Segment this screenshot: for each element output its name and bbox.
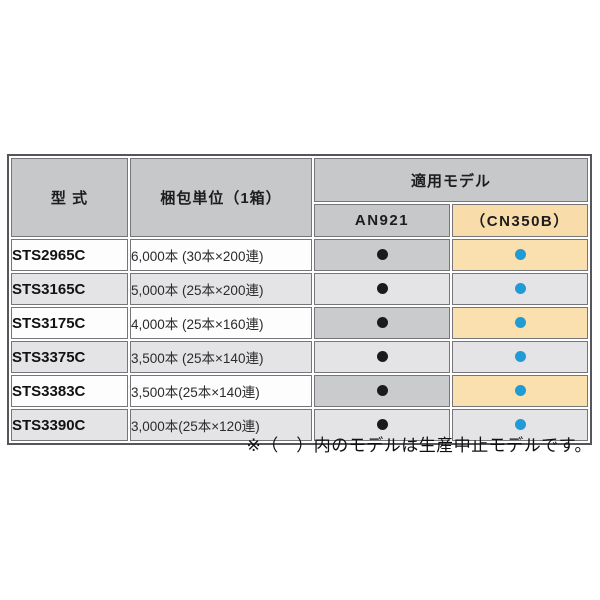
cn350b-cell bbox=[452, 273, 589, 305]
packing-cell: 6,000本 (30本×200連) bbox=[130, 239, 312, 271]
cn350b-cell bbox=[452, 307, 589, 339]
cn350b-availability-dot-icon bbox=[514, 249, 526, 261]
an921-cell bbox=[314, 307, 450, 339]
cn350b-availability-dot-icon bbox=[514, 283, 526, 295]
spec-table: 型 式 梱包単位（1箱） 適用モデル AN921 （CN350B） STS296… bbox=[7, 154, 593, 445]
packing-cell: 3,000本(25本×120連) bbox=[130, 409, 312, 441]
model-cell: STS3390C bbox=[11, 409, 128, 441]
cn350b-cell bbox=[452, 409, 589, 441]
header-sub-cn350b: （CN350B） bbox=[452, 204, 589, 237]
table-row: STS3383C 3,500本(25本×140連) bbox=[11, 375, 589, 407]
model-cell: STS3383C bbox=[11, 375, 128, 407]
table-row: STS2965C 6,000本 (30本×200連) bbox=[11, 239, 589, 271]
an921-availability-dot-icon bbox=[376, 385, 388, 397]
packing-cell: 3,500本 (25本×140連) bbox=[130, 341, 312, 373]
header-model-col: 型 式 bbox=[11, 158, 128, 237]
an921-cell bbox=[314, 375, 450, 407]
packing-cell: 3,500本(25本×140連) bbox=[130, 375, 312, 407]
model-cell: STS3165C bbox=[11, 273, 128, 305]
header-sub-an921: AN921 bbox=[314, 204, 450, 237]
cn350b-cell bbox=[452, 375, 589, 407]
an921-cell bbox=[314, 273, 450, 305]
cn350b-availability-dot-icon bbox=[514, 385, 526, 397]
an921-cell bbox=[314, 239, 450, 271]
table-row: STS3375C 3,500本 (25本×140連) bbox=[11, 341, 589, 373]
an921-availability-dot-icon bbox=[376, 249, 388, 261]
an921-cell bbox=[314, 341, 450, 373]
packing-cell: 4,000本 (25本×160連) bbox=[130, 307, 312, 339]
header-applicable-models: 適用モデル bbox=[314, 158, 589, 202]
packing-cell: 5,000本 (25本×200連) bbox=[130, 273, 312, 305]
cn350b-availability-dot-icon bbox=[514, 419, 526, 431]
cn350b-cell bbox=[452, 341, 589, 373]
table-row: STS3165C 5,000本 (25本×200連) bbox=[11, 273, 589, 305]
an921-availability-dot-icon bbox=[376, 317, 388, 329]
cn350b-availability-dot-icon bbox=[514, 317, 526, 329]
an921-cell bbox=[314, 409, 450, 441]
an921-availability-dot-icon bbox=[376, 351, 388, 363]
discontinued-model-footnote: ※（ ）内のモデルは生産中止モデルです。 bbox=[246, 436, 592, 455]
model-cell: STS3375C bbox=[11, 341, 128, 373]
model-cell: STS3175C bbox=[11, 307, 128, 339]
cn350b-cell bbox=[452, 239, 589, 271]
an921-availability-dot-icon bbox=[376, 283, 388, 295]
an921-availability-dot-icon bbox=[376, 419, 388, 431]
table-row: STS3175C 4,000本 (25本×160連) bbox=[11, 307, 589, 339]
table-row: STS3390C 3,000本(25本×120連) bbox=[11, 409, 589, 441]
cn350b-availability-dot-icon bbox=[514, 351, 526, 363]
header-packing-col: 梱包単位（1箱） bbox=[130, 158, 312, 237]
model-cell: STS2965C bbox=[11, 239, 128, 271]
